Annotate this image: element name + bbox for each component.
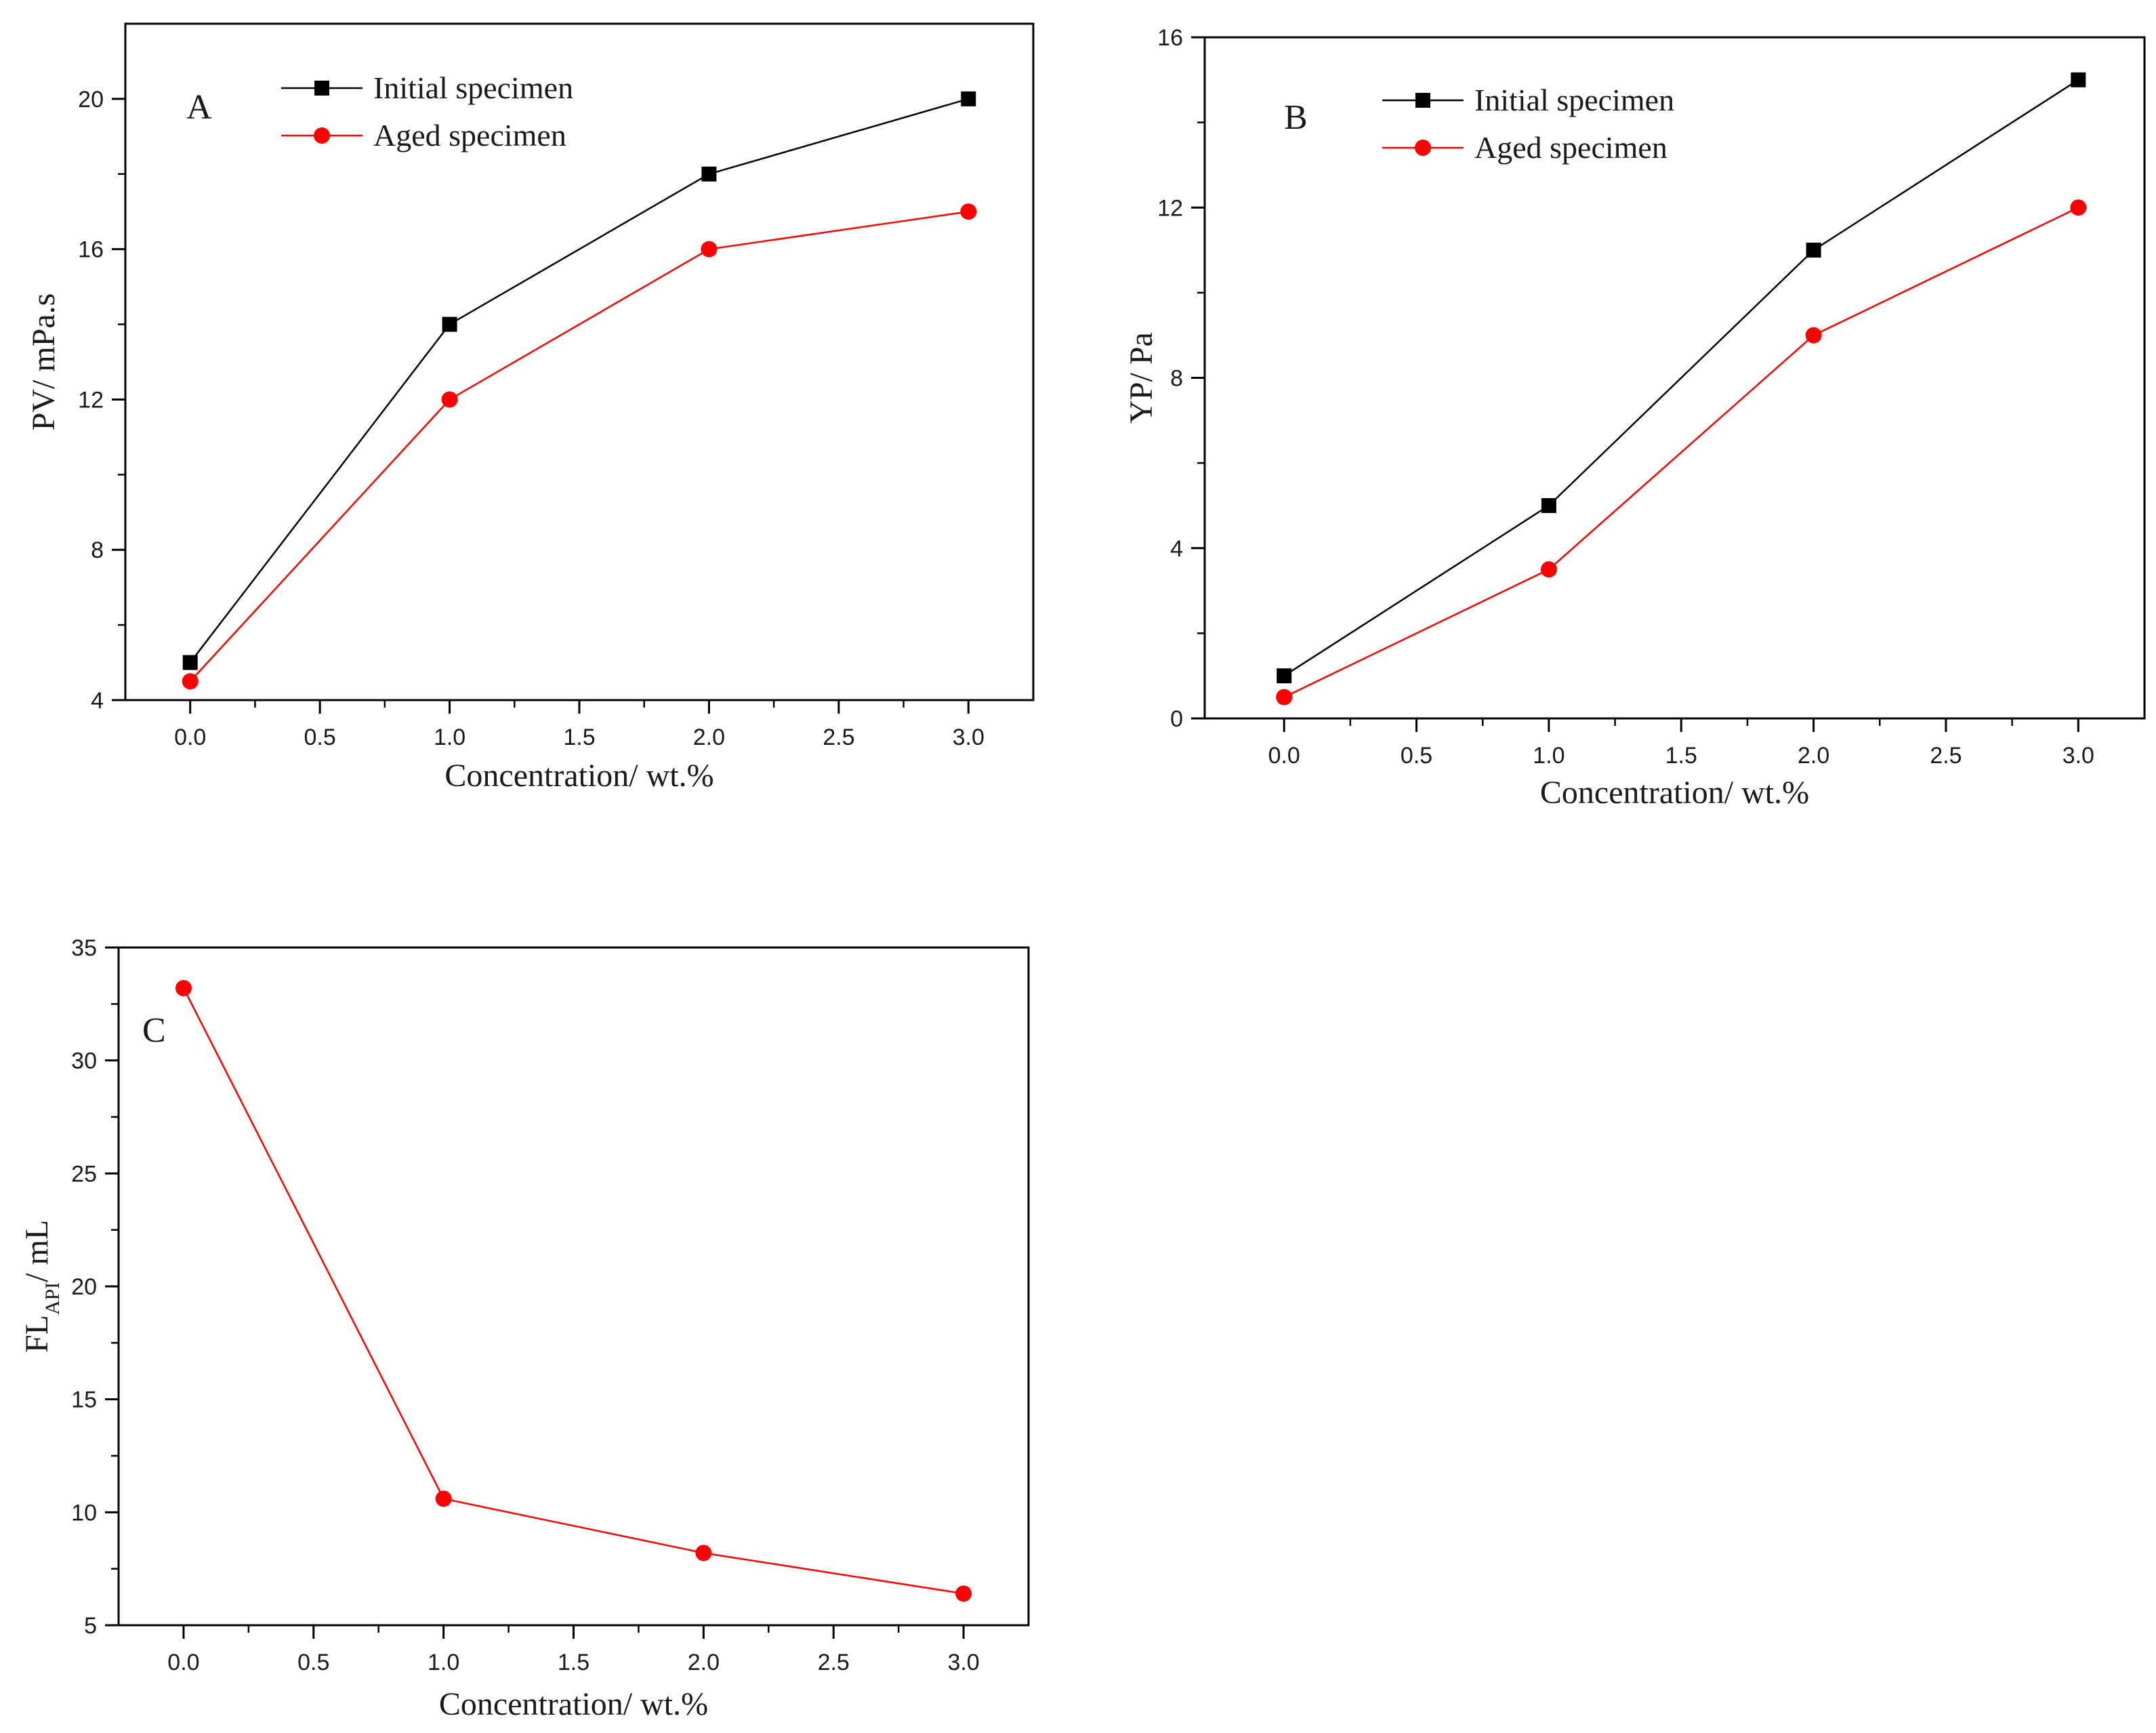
y-tick-label: 0 xyxy=(1170,706,1183,732)
x-tick-label: 0.0 xyxy=(167,1650,199,1675)
data-point-initial xyxy=(182,655,198,670)
x-tick-label: 1.0 xyxy=(428,1650,459,1675)
data-point-aged xyxy=(701,241,718,258)
panel-c-fluid-loss-chart: 0.0 0.5 1.0 1.5 2.0 2.5 3.0 5 10 15 20 25 30 35 Concen… xyxy=(19,935,1030,1722)
data-point-aged xyxy=(441,391,458,408)
panel-label: C xyxy=(142,1011,166,1050)
data-point-aged xyxy=(960,203,977,220)
legend-label: Aged specimen xyxy=(373,118,566,152)
y-tick-label: 8 xyxy=(1170,366,1183,392)
y-tick-label: 16 xyxy=(1157,25,1183,51)
data-point-initial xyxy=(1541,497,1556,513)
y-tick-label: 4 xyxy=(91,688,104,714)
series-line-aged xyxy=(182,987,964,1595)
x-tick-label: 2.5 xyxy=(1930,743,1962,769)
x-tick-label: 1.5 xyxy=(563,725,595,750)
x-tick-label: 2.5 xyxy=(818,1650,850,1675)
y-tick-label: 12 xyxy=(78,387,104,413)
x-tick-label: 0.5 xyxy=(1401,743,1432,769)
legend-label: Initial specimen xyxy=(373,70,573,105)
data-point-aged xyxy=(435,1490,452,1507)
series-line-initial xyxy=(189,98,969,664)
y-axis-title: FLAPI/ mL xyxy=(19,1220,64,1353)
legend-marker-square xyxy=(1415,93,1430,108)
x-tick-label: 1.5 xyxy=(1665,743,1697,769)
data-point-initial xyxy=(442,317,457,332)
y-tick-label: 20 xyxy=(78,87,104,113)
plot-frame xyxy=(117,946,1030,1627)
x-tick-label: 3.0 xyxy=(2062,743,2094,769)
data-point-aged xyxy=(1540,561,1557,578)
legend-marker-circle xyxy=(314,127,330,144)
x-tick-label: 1.5 xyxy=(558,1650,589,1675)
panel-b-yp-chart: 0.0 0.5 1.0 1.5 2.0 2.5 3.0 0 4 8 12 16 Concentratio… xyxy=(1123,25,2146,811)
data-point-aged xyxy=(175,980,192,996)
y-tick-label: 5 xyxy=(84,1613,97,1639)
panel-label: B xyxy=(1284,98,1308,137)
x-axis-title: Concentration/ wt.% xyxy=(439,1686,708,1722)
y-tick-label: 4 xyxy=(1170,536,1183,562)
x-tick-label: 2.0 xyxy=(688,1650,720,1675)
data-point-initial xyxy=(2071,72,2086,87)
y-tick-label: 20 xyxy=(71,1274,97,1300)
x-tick-label: 3.0 xyxy=(947,1650,979,1675)
plot-frame xyxy=(124,22,1035,701)
series-line-aged xyxy=(189,210,969,682)
plot-frame xyxy=(1203,36,2146,720)
data-point-aged xyxy=(2070,199,2087,216)
x-tick-label: 0.5 xyxy=(297,1650,329,1675)
data-point-initial xyxy=(1806,243,1821,258)
x-tick-label: 0.0 xyxy=(1268,743,1300,769)
series-line-aged xyxy=(1283,207,2079,698)
data-point-aged xyxy=(1276,689,1293,706)
y-tick-label: 8 xyxy=(91,537,104,563)
data-point-aged xyxy=(182,673,199,690)
panel-label: A xyxy=(186,88,212,127)
data-point-aged xyxy=(955,1585,972,1602)
x-tick-label: 2.5 xyxy=(823,725,854,750)
legend-marker-square xyxy=(314,81,329,96)
x-axis-title: Concentration/ wt.% xyxy=(1540,775,1809,811)
x-tick-label: 0.5 xyxy=(304,725,336,750)
y-tick-label: 30 xyxy=(71,1048,97,1074)
y-tick-label: 25 xyxy=(71,1161,97,1187)
y-tick-label: 16 xyxy=(78,237,104,263)
x-tick-label: 2.0 xyxy=(1798,743,1829,769)
x-tick-label: 1.0 xyxy=(1533,743,1564,769)
data-point-aged xyxy=(695,1545,712,1562)
data-point-initial xyxy=(961,91,976,106)
x-tick-label: 0.0 xyxy=(174,725,206,750)
x-tick-label: 3.0 xyxy=(953,725,984,750)
y-tick-label: 10 xyxy=(71,1500,97,1526)
x-tick-label: 2.0 xyxy=(693,725,725,750)
series-line-initial xyxy=(1283,79,2079,677)
x-tick-label: 1.0 xyxy=(434,725,465,750)
legend-label: Initial specimen xyxy=(1474,83,1674,117)
data-point-aged xyxy=(1805,327,1822,344)
y-axis-title: PV/ mPa.s xyxy=(26,293,62,431)
x-axis-title: Concentration/ wt.% xyxy=(444,758,713,794)
legend-marker-circle xyxy=(1415,140,1431,156)
panel-a-pv-chart: 0.0 0.5 1.0 1.5 2.0 2.5 3.0 4 8 12 16 20 Concentrati… xyxy=(26,22,1035,794)
y-tick-label: 12 xyxy=(1157,195,1183,221)
y-axis-title: YP/ Pa xyxy=(1123,332,1159,424)
y-tick-label: 35 xyxy=(71,935,97,961)
y-tick-label: 15 xyxy=(71,1387,97,1413)
data-point-initial xyxy=(701,166,717,182)
data-point-initial xyxy=(1277,668,1292,684)
legend-label: Aged specimen xyxy=(1474,130,1667,165)
